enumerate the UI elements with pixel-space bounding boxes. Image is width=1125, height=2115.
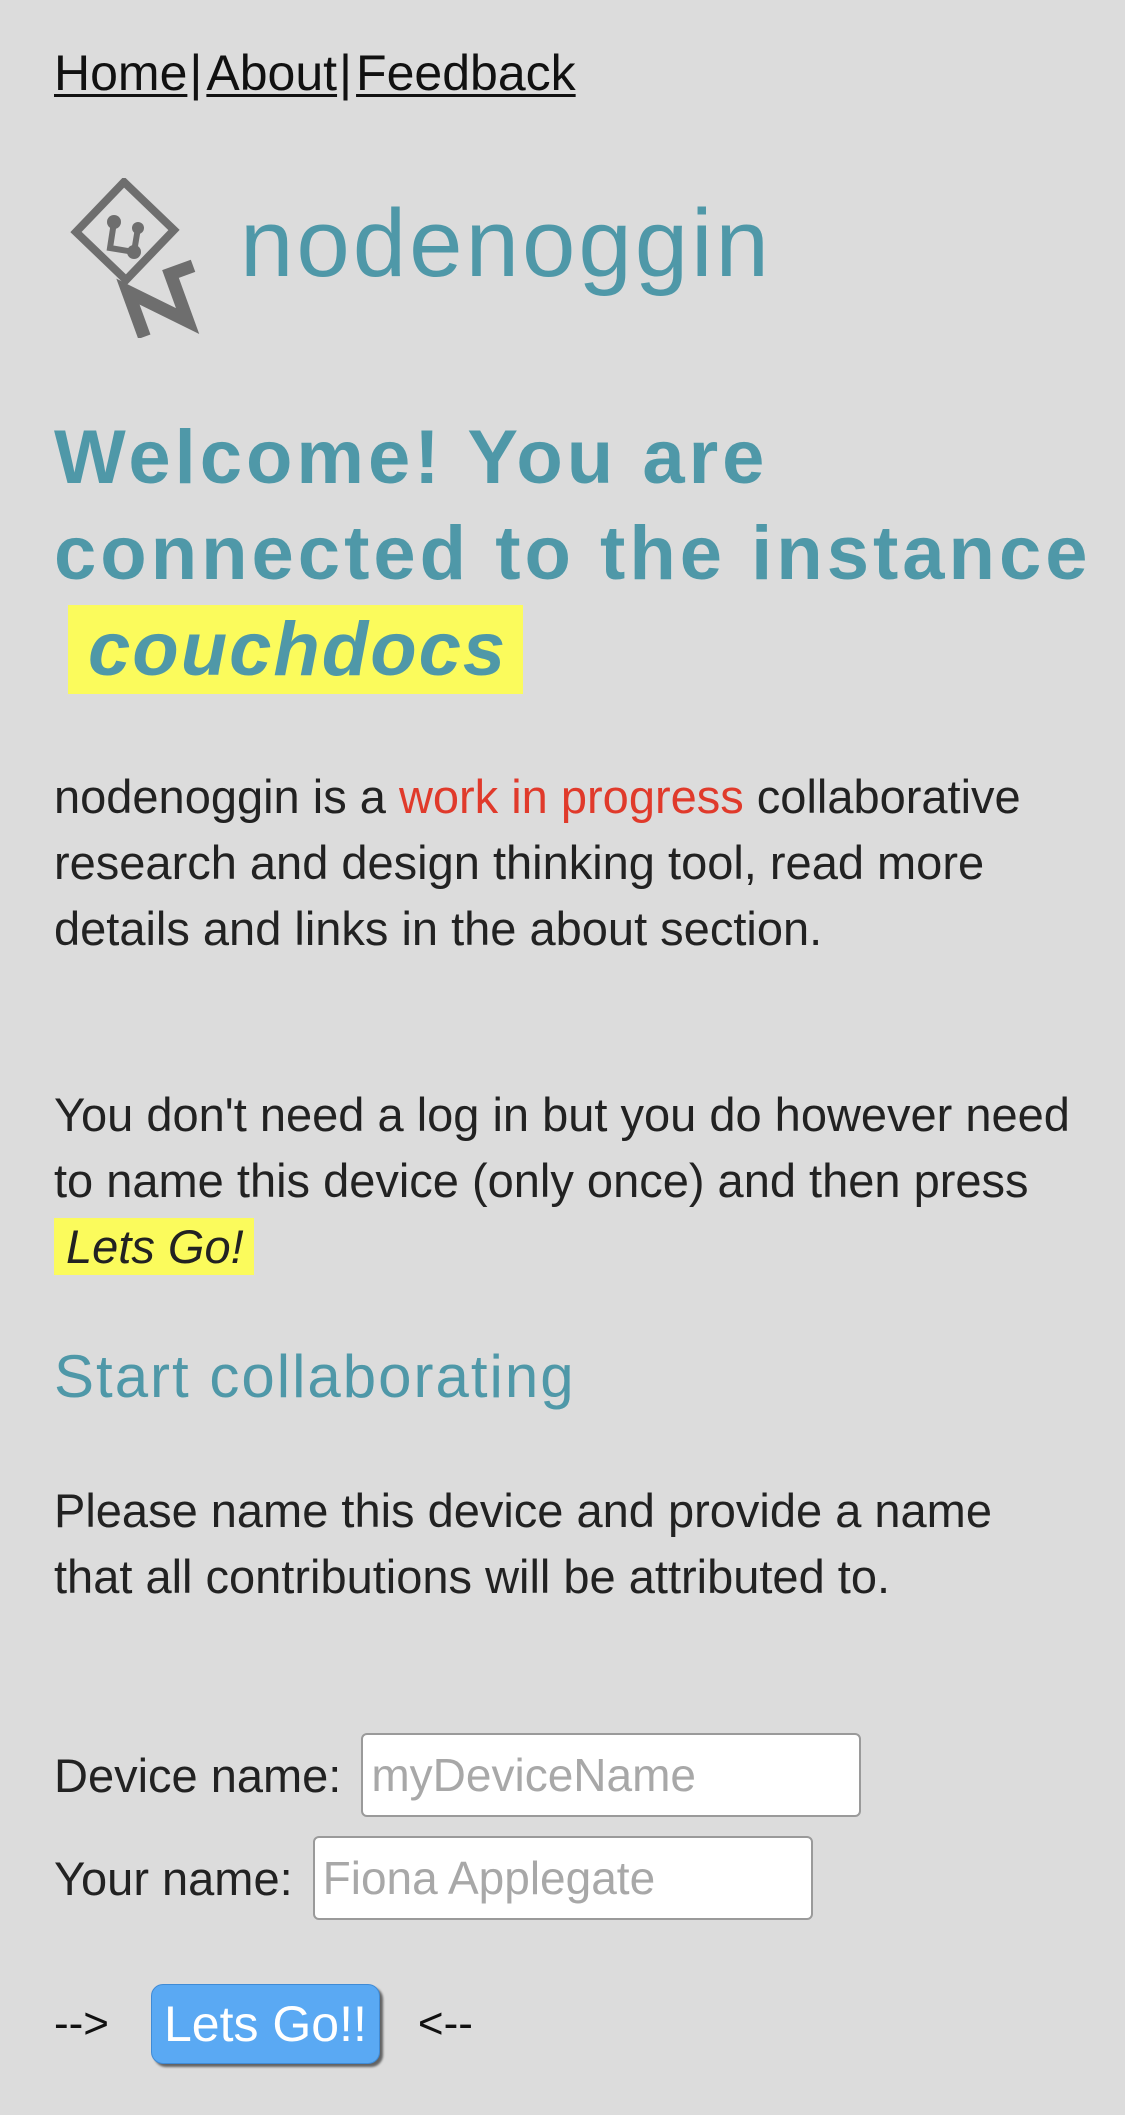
instructions-paragraph: You don't need a log in but you do howev… — [54, 1082, 1074, 1280]
brand-name: nodenoggin — [240, 190, 772, 297]
nav-feedback-link[interactable]: Feedback — [356, 45, 576, 101]
device-name-row: Device name: — [54, 1733, 862, 1817]
lets-go-reference: Lets Go! — [54, 1218, 254, 1275]
intro-paragraph: nodenoggin is a work in progress collabo… — [54, 764, 1074, 962]
nav-separator: | — [189, 45, 203, 101]
nodenoggin-logo-icon — [54, 176, 206, 339]
naming-prompt: Please name this device and provide a na… — [54, 1484, 992, 1603]
intro-text-end: collaborative research and design thinki… — [54, 770, 1021, 955]
intro-text-start: nodenoggin is a — [54, 770, 399, 823]
work-in-progress-text: work in progress — [398, 770, 744, 823]
device-name-input[interactable] — [361, 1733, 862, 1817]
brand-header: nodenoggin — [54, 176, 1054, 348]
nav-about-link[interactable]: About — [206, 45, 338, 101]
action-row: --> Lets Go!! <-- — [54, 1984, 473, 2064]
device-name-label: Device name: — [54, 1748, 342, 1802]
right-arrow-text: <-- — [417, 1999, 473, 2048]
instructions-text: You don't need a log in but you do howev… — [54, 1088, 1070, 1207]
user-name-label: Your name: — [54, 1851, 293, 1905]
section-title: Start collaborating — [54, 1343, 576, 1410]
instance-name-badge: couchdocs — [68, 605, 524, 694]
welcome-heading: Welcome! You are connected to the instan… — [54, 410, 1094, 698]
top-nav: Home|About|Feedback — [54, 44, 576, 102]
left-arrow-text: --> — [54, 1999, 109, 2048]
lets-go-button[interactable]: Lets Go!! — [151, 1984, 380, 2064]
user-name-input[interactable] — [312, 1836, 813, 1920]
welcome-text: Welcome! You are connected to the instan… — [54, 415, 1092, 596]
user-name-row: Your name: — [54, 1836, 813, 1920]
nav-separator: | — [339, 45, 353, 101]
nav-home-link[interactable]: Home — [54, 45, 188, 101]
